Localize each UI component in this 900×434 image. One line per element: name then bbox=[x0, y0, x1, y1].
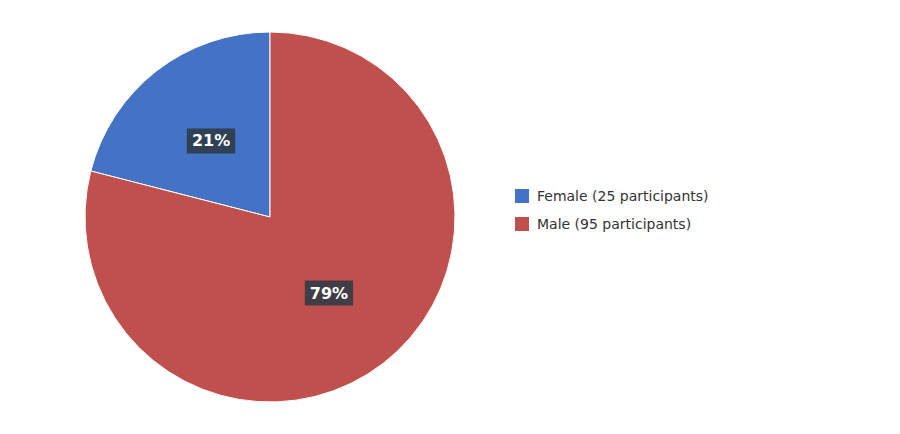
data-labels: 21% 79% bbox=[187, 128, 353, 305]
legend-label: Male (95 participants) bbox=[537, 216, 691, 232]
data-label-group: 79% bbox=[305, 281, 353, 306]
legend-label: Female (25 participants) bbox=[537, 188, 709, 204]
pie-slice bbox=[85, 32, 455, 402]
legend-item: Male (95 participants) bbox=[515, 216, 691, 232]
legend-item: Female (25 participants) bbox=[515, 188, 709, 204]
data-label-group: 21% bbox=[187, 128, 235, 153]
data-label-box bbox=[305, 281, 353, 306]
legend: Female (25 participants) Male (95 partici… bbox=[515, 188, 709, 232]
legend-swatch bbox=[515, 217, 529, 231]
data-label: 79% bbox=[310, 284, 348, 303]
data-label: 21% bbox=[192, 131, 230, 150]
data-label-box bbox=[187, 128, 235, 153]
legend-swatch bbox=[515, 189, 529, 203]
pie bbox=[85, 32, 455, 402]
chart: 21% 79% Female (25 participants) Male (95 p… bbox=[0, 0, 900, 434]
